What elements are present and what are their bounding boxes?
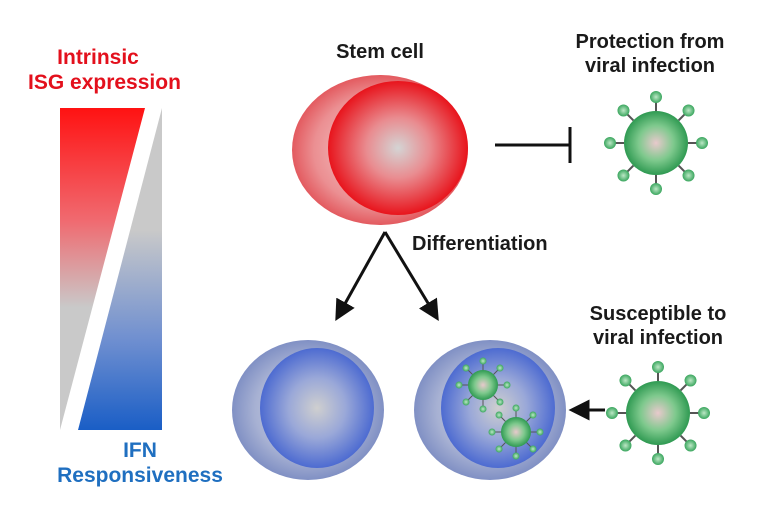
protection-label-line1: Protection from <box>575 31 725 53</box>
differentiated-cell-icon <box>232 340 384 480</box>
stem-cell-icon <box>292 75 468 225</box>
susceptible-label-line2: viral infection <box>592 327 724 349</box>
ifn-label: IFN Responsiveness <box>50 438 230 488</box>
stem-cell-label: Stem cell <box>336 41 424 63</box>
inhibition-arrow-icon <box>495 127 572 163</box>
protection-label-line2: viral infection <box>584 55 716 77</box>
virus-icon <box>606 361 710 465</box>
virus-icon <box>455 357 511 413</box>
ifn-responsiveness-bar <box>78 108 162 430</box>
differentiation-label: Differentiation <box>412 233 548 255</box>
susceptible-label: Susceptible to viral infection <box>568 302 748 350</box>
protection-label: Protection from viral infection <box>560 30 740 78</box>
arrow-icon <box>335 231 439 322</box>
isg-label-line1: Intrinsic <box>57 46 139 69</box>
virus-icon <box>604 91 708 195</box>
ifn-label-line1: IFN <box>123 439 157 462</box>
isg-label-line2: ISG expression <box>28 71 181 95</box>
isg-expression-bar <box>60 108 145 430</box>
isg-label: Intrinsic ISG expression <box>28 45 181 95</box>
infected-cell-icon <box>414 340 566 480</box>
ifn-label-line2: Responsiveness <box>57 464 223 488</box>
susceptible-label-line1: Susceptible to <box>589 303 727 325</box>
virus-icon <box>488 404 544 460</box>
